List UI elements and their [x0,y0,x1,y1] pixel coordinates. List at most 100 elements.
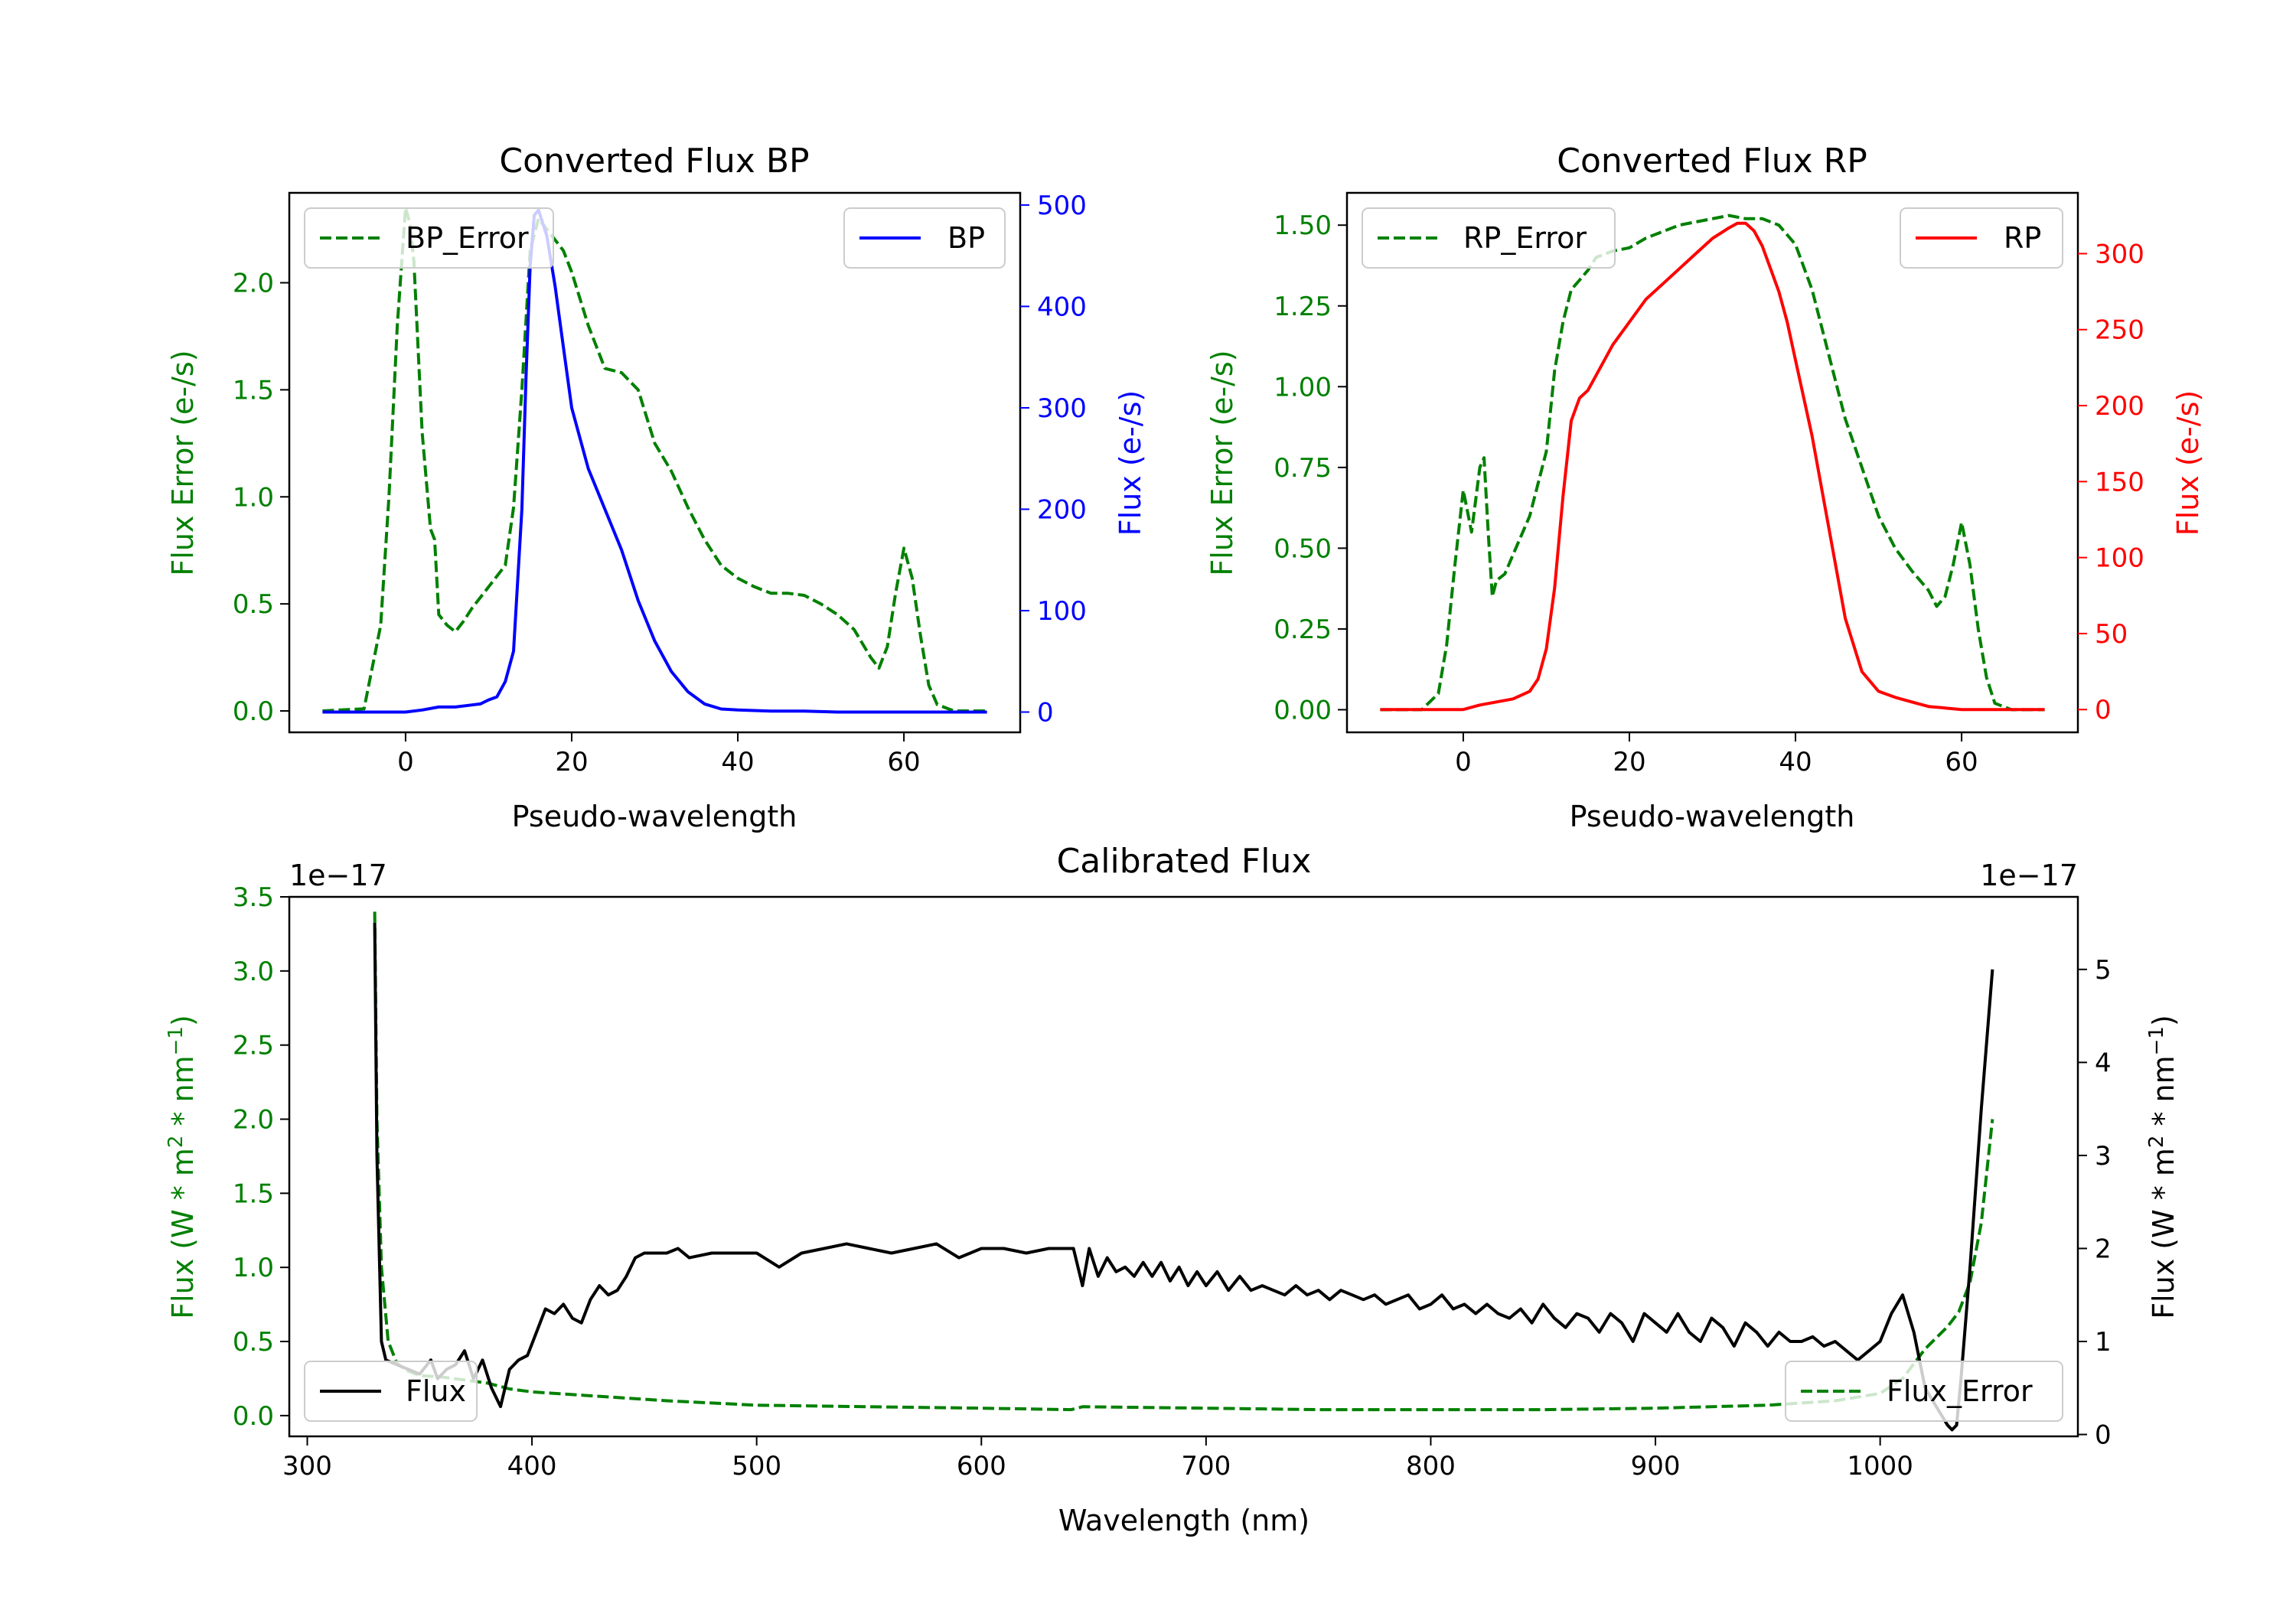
bp-right-tick-label: 0 [1037,697,1054,728]
cal-left-tick-label: 3.0 [233,957,274,987]
calibrated-left-label-sup-1: 2 [165,1136,188,1149]
bp-series-line-bp-error [322,206,987,712]
rp-error-legend-box [1362,207,1616,269]
bp-right-ticks: 0 100 200 300 400 500 [1020,191,1087,728]
cal-x-tick-label: 400 [507,1451,557,1482]
bp-x-ticks: 0 20 40 60 [397,732,921,777]
rp-right-tick-label: 300 [2095,239,2144,269]
rp-panel: Converted Flux RP 0 20 40 60 0.000.250.500.… [1205,142,2205,833]
rp-right-tick-label: 0 [2095,695,2112,725]
cal-left-tick-label: 3.5 [233,882,274,913]
rp-series-line-rp [1380,221,2045,712]
bp-x-tick-label: 20 [555,747,588,777]
rp-right-tick-label: 50 [2095,619,2128,650]
cal-left-tick-label: 0.5 [233,1327,274,1358]
cal-x-tick-label: 800 [1406,1451,1456,1482]
bp-right-axis-label: Flux (e-/s) [1114,390,1147,536]
bp-right-tick-label: 300 [1037,393,1087,424]
calibrated-x-axis-label: Wavelength (nm) [1058,1504,1309,1537]
rp-flux-legend: RP [1900,207,2063,269]
bp-x-tick-label: 0 [397,747,414,777]
calibrated-error-legend-label: Flux_Error [1887,1374,2033,1408]
calibrated-plot-frame [288,895,2079,1438]
bp-error-legend: BP_Error [304,207,554,269]
bp-series-line-bp [322,208,987,714]
bp-x-axis-label: Pseudo-wavelength [512,800,797,833]
calibrated-x-ticks: 300 400 500 600 700 800 900 1000 [282,1436,1913,1482]
cal-left-tick-label: 2.0 [233,1105,274,1136]
bp-flux-legend-box [843,207,1006,269]
cal-right-tick-label: 0 [2095,1420,2112,1451]
bp-right-tick-label: 200 [1037,494,1087,525]
rp-x-axis-label: Pseudo-wavelength [1570,800,1855,833]
bp-x-tick-label: 60 [887,747,920,777]
bp-title: Converted Flux BP [499,142,809,181]
calibrated-right-ticks: 0 1 2 3 4 5 [2078,955,2112,1451]
rp-title: Converted Flux RP [1557,142,1867,181]
cal-right-tick-label: 2 [2095,1234,2112,1264]
bp-left-tick-label: 0.5 [233,589,274,620]
cal-right-tick-label: 3 [2095,1141,2112,1172]
rp-right-tick-label: 250 [2095,315,2144,346]
rp-flux-legend-label: RP [2004,221,2041,255]
bp-flux-legend-label: BP [947,221,985,255]
calibrated-right-offset: 1e−17 [1980,859,2078,892]
calibrated-error-legend: Flux_Error [1785,1361,2063,1422]
calibrated-flux-legend-box [304,1361,478,1422]
bp-left-tick-label: 0.0 [233,696,274,727]
bp-plot-frame [288,191,1022,734]
calibrated-left-ticks: 0.0 0.5 1.0 1.5 2.0 2.5 3.0 3.5 [233,882,289,1432]
bp-left-tick-label: 1.0 [233,482,274,513]
cal-x-tick-label: 1000 [1847,1451,1913,1482]
rp-left-tick-label: 0.75 [1274,453,1332,484]
calibrated-left-label-part-3: ) [166,1015,200,1026]
bp-right-tick-label: 400 [1037,292,1087,322]
bp-flux-legend: BP [843,207,1006,269]
cal-left-tick-label: 2.5 [233,1031,274,1061]
rp-x-tick-label: 20 [1613,747,1645,777]
rp-flux-legend-box [1900,207,2063,269]
rp-error-legend-label: RP_Error [1463,221,1587,255]
rp-left-tick-label: 1.25 [1274,292,1332,322]
calibrated-right-label-part-1: Flux (W * m [2147,1148,2180,1319]
cal-right-tick-label: 1 [2095,1327,2112,1358]
calibrated-flux-legend: Flux [304,1361,478,1422]
rp-x-tick-label: 0 [1455,747,1472,777]
calibrated-left-axis-label: Flux (W * m2 * nm−1) [165,1015,200,1319]
rp-series-line-rp-error [1380,214,2045,712]
calibrated-left-label-sup-2: −1 [165,1026,188,1055]
rp-x-ticks: 0 20 40 60 [1455,732,1978,777]
calibrated-title: Calibrated Flux [1057,842,1312,881]
cal-series-line-flux [373,922,1994,1432]
rp-right-tick-label: 200 [2095,391,2144,422]
bp-left-tick-label: 1.5 [233,375,274,406]
cal-right-tick-label: 5 [2095,955,2112,986]
rp-left-tick-label: 0.00 [1274,695,1332,725]
rp-right-tick-label: 100 [2095,543,2144,574]
rp-right-axis-label: Flux (e-/s) [2171,390,2205,536]
cal-x-tick-label: 300 [282,1451,332,1482]
bp-series-group [322,206,987,714]
bp-error-legend-box [304,207,554,269]
bp-right-tick-label: 500 [1037,191,1087,221]
bp-left-ticks: 0.0 0.5 1.0 1.5 2.0 [233,269,289,727]
rp-left-axis-label: Flux Error (e-/s) [1205,350,1239,575]
calibrated-right-label-sup-2: −1 [2145,1026,2168,1055]
calibrated-panel: Calibrated Flux 1e−17 1e−17 300 400 500 600… [165,842,2180,1537]
cal-right-tick-label: 4 [2095,1048,2112,1078]
calibrated-error-legend-box [1785,1361,2063,1422]
bp-right-tick-label: 100 [1037,596,1087,627]
calibrated-right-axis-label: Flux (W * m2 * nm−1) [2145,1015,2180,1319]
rp-left-tick-label: 0.50 [1274,533,1332,564]
bp-left-tick-label: 2.0 [233,269,274,299]
bp-panel: Converted Flux BP 0 20 40 60 0.0 0.5 1.0 1.5 2.… [166,142,1147,833]
rp-left-tick-label: 1.50 [1274,210,1332,241]
calibrated-left-offset: 1e−17 [289,859,387,892]
rp-left-tick-label: 1.00 [1274,372,1332,403]
calibrated-right-label-part-2: * nm [2147,1055,2180,1135]
rp-series-group [1380,214,2045,712]
calibrated-left-label-part-2: * nm [166,1055,200,1135]
rp-right-tick-label: 150 [2095,467,2144,497]
rp-left-ticks: 0.00 0.25 0.50 0.75 1.00 1.25 1.50 [1274,210,1347,725]
